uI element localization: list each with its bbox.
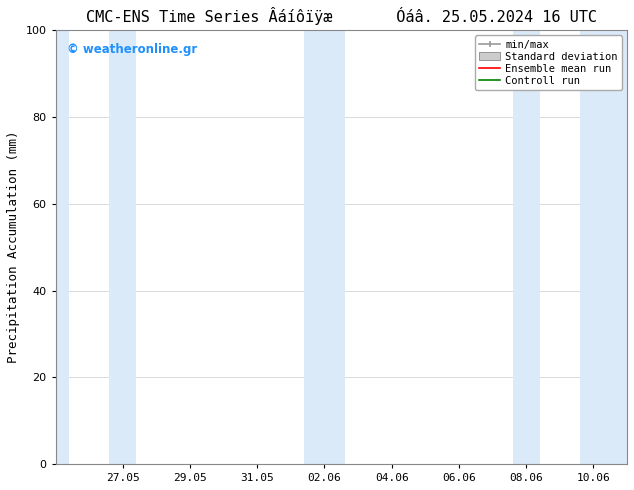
Y-axis label: Precipitation Accumulation (mm): Precipitation Accumulation (mm): [7, 131, 20, 364]
Text: © weatheronline.gr: © weatheronline.gr: [67, 43, 197, 56]
Legend: min/max, Standard deviation, Ensemble mean run, Controll run: min/max, Standard deviation, Ensemble me…: [475, 35, 622, 90]
Bar: [304, 30, 345, 464]
Bar: [56, 30, 69, 464]
Bar: [580, 30, 627, 464]
Bar: [109, 30, 136, 464]
Bar: [513, 30, 540, 464]
Title: CMC-ENS Time Series Âáíôïÿæ       Óáâ. 25.05.2024 16 UTC: CMC-ENS Time Series Âáíôïÿæ Óáâ. 25.05.2…: [86, 7, 597, 25]
